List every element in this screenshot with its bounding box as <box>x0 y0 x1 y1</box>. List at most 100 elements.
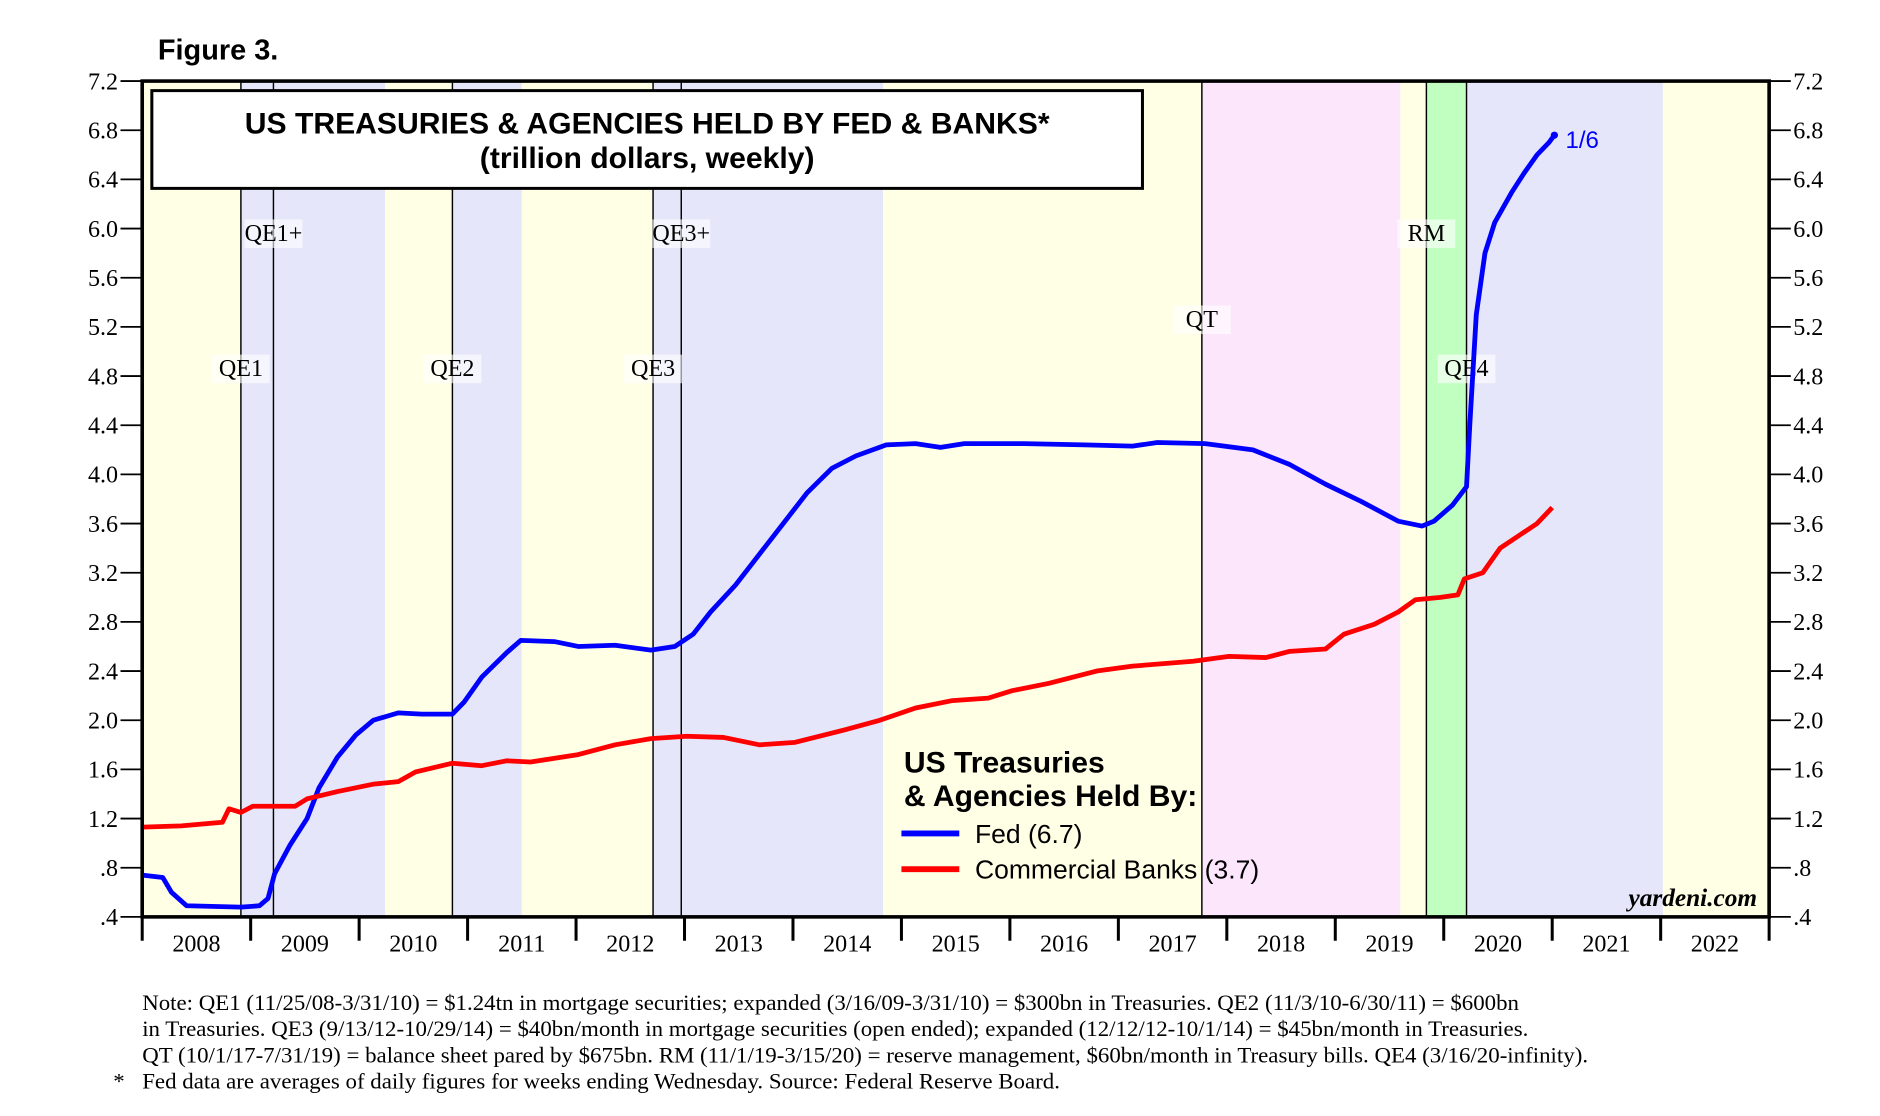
x-tick-label: 2017 <box>1148 932 1196 958</box>
program-label: QT <box>1186 307 1218 333</box>
x-tick-label: 2015 <box>932 932 980 958</box>
x-tick-label: 2018 <box>1257 932 1305 958</box>
y-tick-label-right: 5.6 <box>1793 266 1823 292</box>
program-label-bg <box>1172 305 1231 335</box>
program-label: QE3+ <box>652 221 710 247</box>
y-tick-label-right: .4 <box>1793 905 1811 931</box>
chart-title: US TREASURIES & AGENCIES HELD BY FED & B… <box>245 108 1050 141</box>
y-tick-label-right: 1.2 <box>1793 807 1823 833</box>
fed-end-point <box>1550 131 1558 139</box>
x-tick-label: 2022 <box>1691 932 1739 958</box>
chart-subtitle: (trillion dollars, weekly) <box>480 142 815 175</box>
figure-label: Figure 3. <box>158 35 278 67</box>
program-label: QE1 <box>219 356 263 382</box>
y-tick-label-right: 3.2 <box>1793 561 1823 587</box>
series-lines <box>141 131 1558 910</box>
background-band <box>653 81 883 917</box>
x-axis: 2008 2009 2010 2011 2012 2013 2014 2015 2016 2017… <box>140 916 1771 958</box>
background-band <box>1400 81 1427 917</box>
y-tick-label-left: 5.2 <box>88 315 118 341</box>
legend-label-banks: Commercial Banks (3.7) <box>975 855 1259 885</box>
y-tick-label-right: 1.6 <box>1793 758 1823 784</box>
y-tick-label-right: 4.4 <box>1793 414 1823 440</box>
y-tick-label-left: .8 <box>100 856 118 882</box>
x-tick-label: 2014 <box>823 932 871 958</box>
program-label-bg <box>1397 219 1456 249</box>
program-label-bg <box>244 219 303 249</box>
source-credit: yardeni.com <box>1626 885 1758 912</box>
y-tick-label-left: 2.0 <box>88 709 118 735</box>
title-box: US TREASURIES & AGENCIES HELD BY FED & B… <box>150 89 1144 190</box>
note-line-1: Note: QE1 (11/25/08-3/31/10) = $1.24tn i… <box>142 990 1519 1015</box>
y-tick-label-right: 6.0 <box>1793 217 1823 243</box>
x-tick-label: 2013 <box>715 932 763 958</box>
x-tick-label: 2020 <box>1474 932 1522 958</box>
program-label: QE4 <box>1444 356 1488 382</box>
y-tick-label-right: 4.0 <box>1793 463 1823 489</box>
y-tick-label-right: .8 <box>1793 856 1811 882</box>
program-label-bg <box>652 219 711 249</box>
y-tick-label-left: 2.8 <box>88 610 118 636</box>
y-tick-label-left: 6.0 <box>88 217 118 243</box>
background-band <box>882 81 1202 917</box>
legend-title-1: US Treasuries <box>904 747 1105 780</box>
y-tick-label-right: 6.8 <box>1793 119 1823 145</box>
y-tick-label-right: 3.6 <box>1793 512 1823 538</box>
notes: Note: QE1 (11/25/08-3/31/10) = $1.24tn i… <box>113 990 1588 1094</box>
x-tick-label: 2009 <box>281 932 329 958</box>
x-tick-label: 2021 <box>1582 932 1630 958</box>
x-tick-label: 2011 <box>498 932 545 958</box>
y-tick-label-right: 6.4 <box>1793 168 1823 194</box>
y-tick-label-left: 3.6 <box>88 512 118 538</box>
background-band <box>142 81 241 917</box>
program-label: QE3 <box>631 356 675 382</box>
program-label: QE1+ <box>245 221 303 247</box>
footnote-marker: * <box>113 1069 124 1094</box>
program-label: RM <box>1408 221 1446 247</box>
note-line-3: QT (10/1/17-7/31/19) = balance sheet par… <box>142 1042 1588 1067</box>
legend: US Treasuries & Agencies Held By: Fed (6… <box>901 747 1259 885</box>
fed-series-line <box>141 133 1557 910</box>
background-band <box>1201 81 1401 917</box>
note-line-2: in Treasuries. QE3 (9/13/12-10/29/14) = … <box>142 1016 1528 1041</box>
y-tick-label-left: 6.8 <box>88 119 118 145</box>
background-band <box>1426 81 1467 917</box>
y-tick-label-left: 4.0 <box>88 463 118 489</box>
plot-frame <box>140 79 1771 919</box>
legend-title-2: & Agencies Held By: <box>904 780 1197 813</box>
program-label: QE2 <box>430 356 474 382</box>
x-tick-label: 2010 <box>389 932 437 958</box>
y-tick-label-right: 2.0 <box>1793 709 1823 735</box>
y-tick-label-left: 5.6 <box>88 266 118 292</box>
program-label-bg <box>423 354 482 384</box>
x-tick-label: 2016 <box>1040 932 1088 958</box>
y-tick-label-left: 2.4 <box>88 660 118 686</box>
y-tick-label-left: 4.8 <box>88 365 118 391</box>
banks-series-line <box>142 505 1554 830</box>
background-bands <box>142 81 1770 917</box>
y-tick-label-right: 4.8 <box>1793 365 1823 391</box>
footnote: Fed data are averages of daily figures f… <box>142 1069 1060 1094</box>
x-tick-label: 2019 <box>1365 932 1413 958</box>
y-tick-label-left: 1.6 <box>88 758 118 784</box>
y-tick-label-left: 3.2 <box>88 561 118 587</box>
program-label-bg <box>624 354 682 384</box>
y-tick-label-right: 2.4 <box>1793 660 1823 686</box>
y-axis: .4 .4 .8 .8 1.2 1.2 1.6 1.6 2.0 2.0 2.4 2.4 2.8 2.8 3.… <box>88 70 1823 932</box>
y-tick-label-left: 7.2 <box>88 70 118 96</box>
y-tick-label-right: 2.8 <box>1793 610 1823 636</box>
y-tick-label-left: .4 <box>100 905 118 931</box>
y-tick-label-left: 4.4 <box>88 414 118 440</box>
program-label-bg <box>1437 354 1496 384</box>
y-tick-label-left: 6.4 <box>88 168 118 194</box>
background-band <box>1466 81 1663 917</box>
background-band <box>240 81 386 917</box>
y-tick-label-left: 1.2 <box>88 807 118 833</box>
y-tick-label-right: 7.2 <box>1793 70 1823 96</box>
x-tick-label: 2008 <box>172 932 220 958</box>
background-band <box>521 81 654 917</box>
program-label-bg <box>211 354 270 384</box>
y-tick-label-right: 5.2 <box>1793 315 1823 341</box>
x-tick-label: 2012 <box>606 932 654 958</box>
